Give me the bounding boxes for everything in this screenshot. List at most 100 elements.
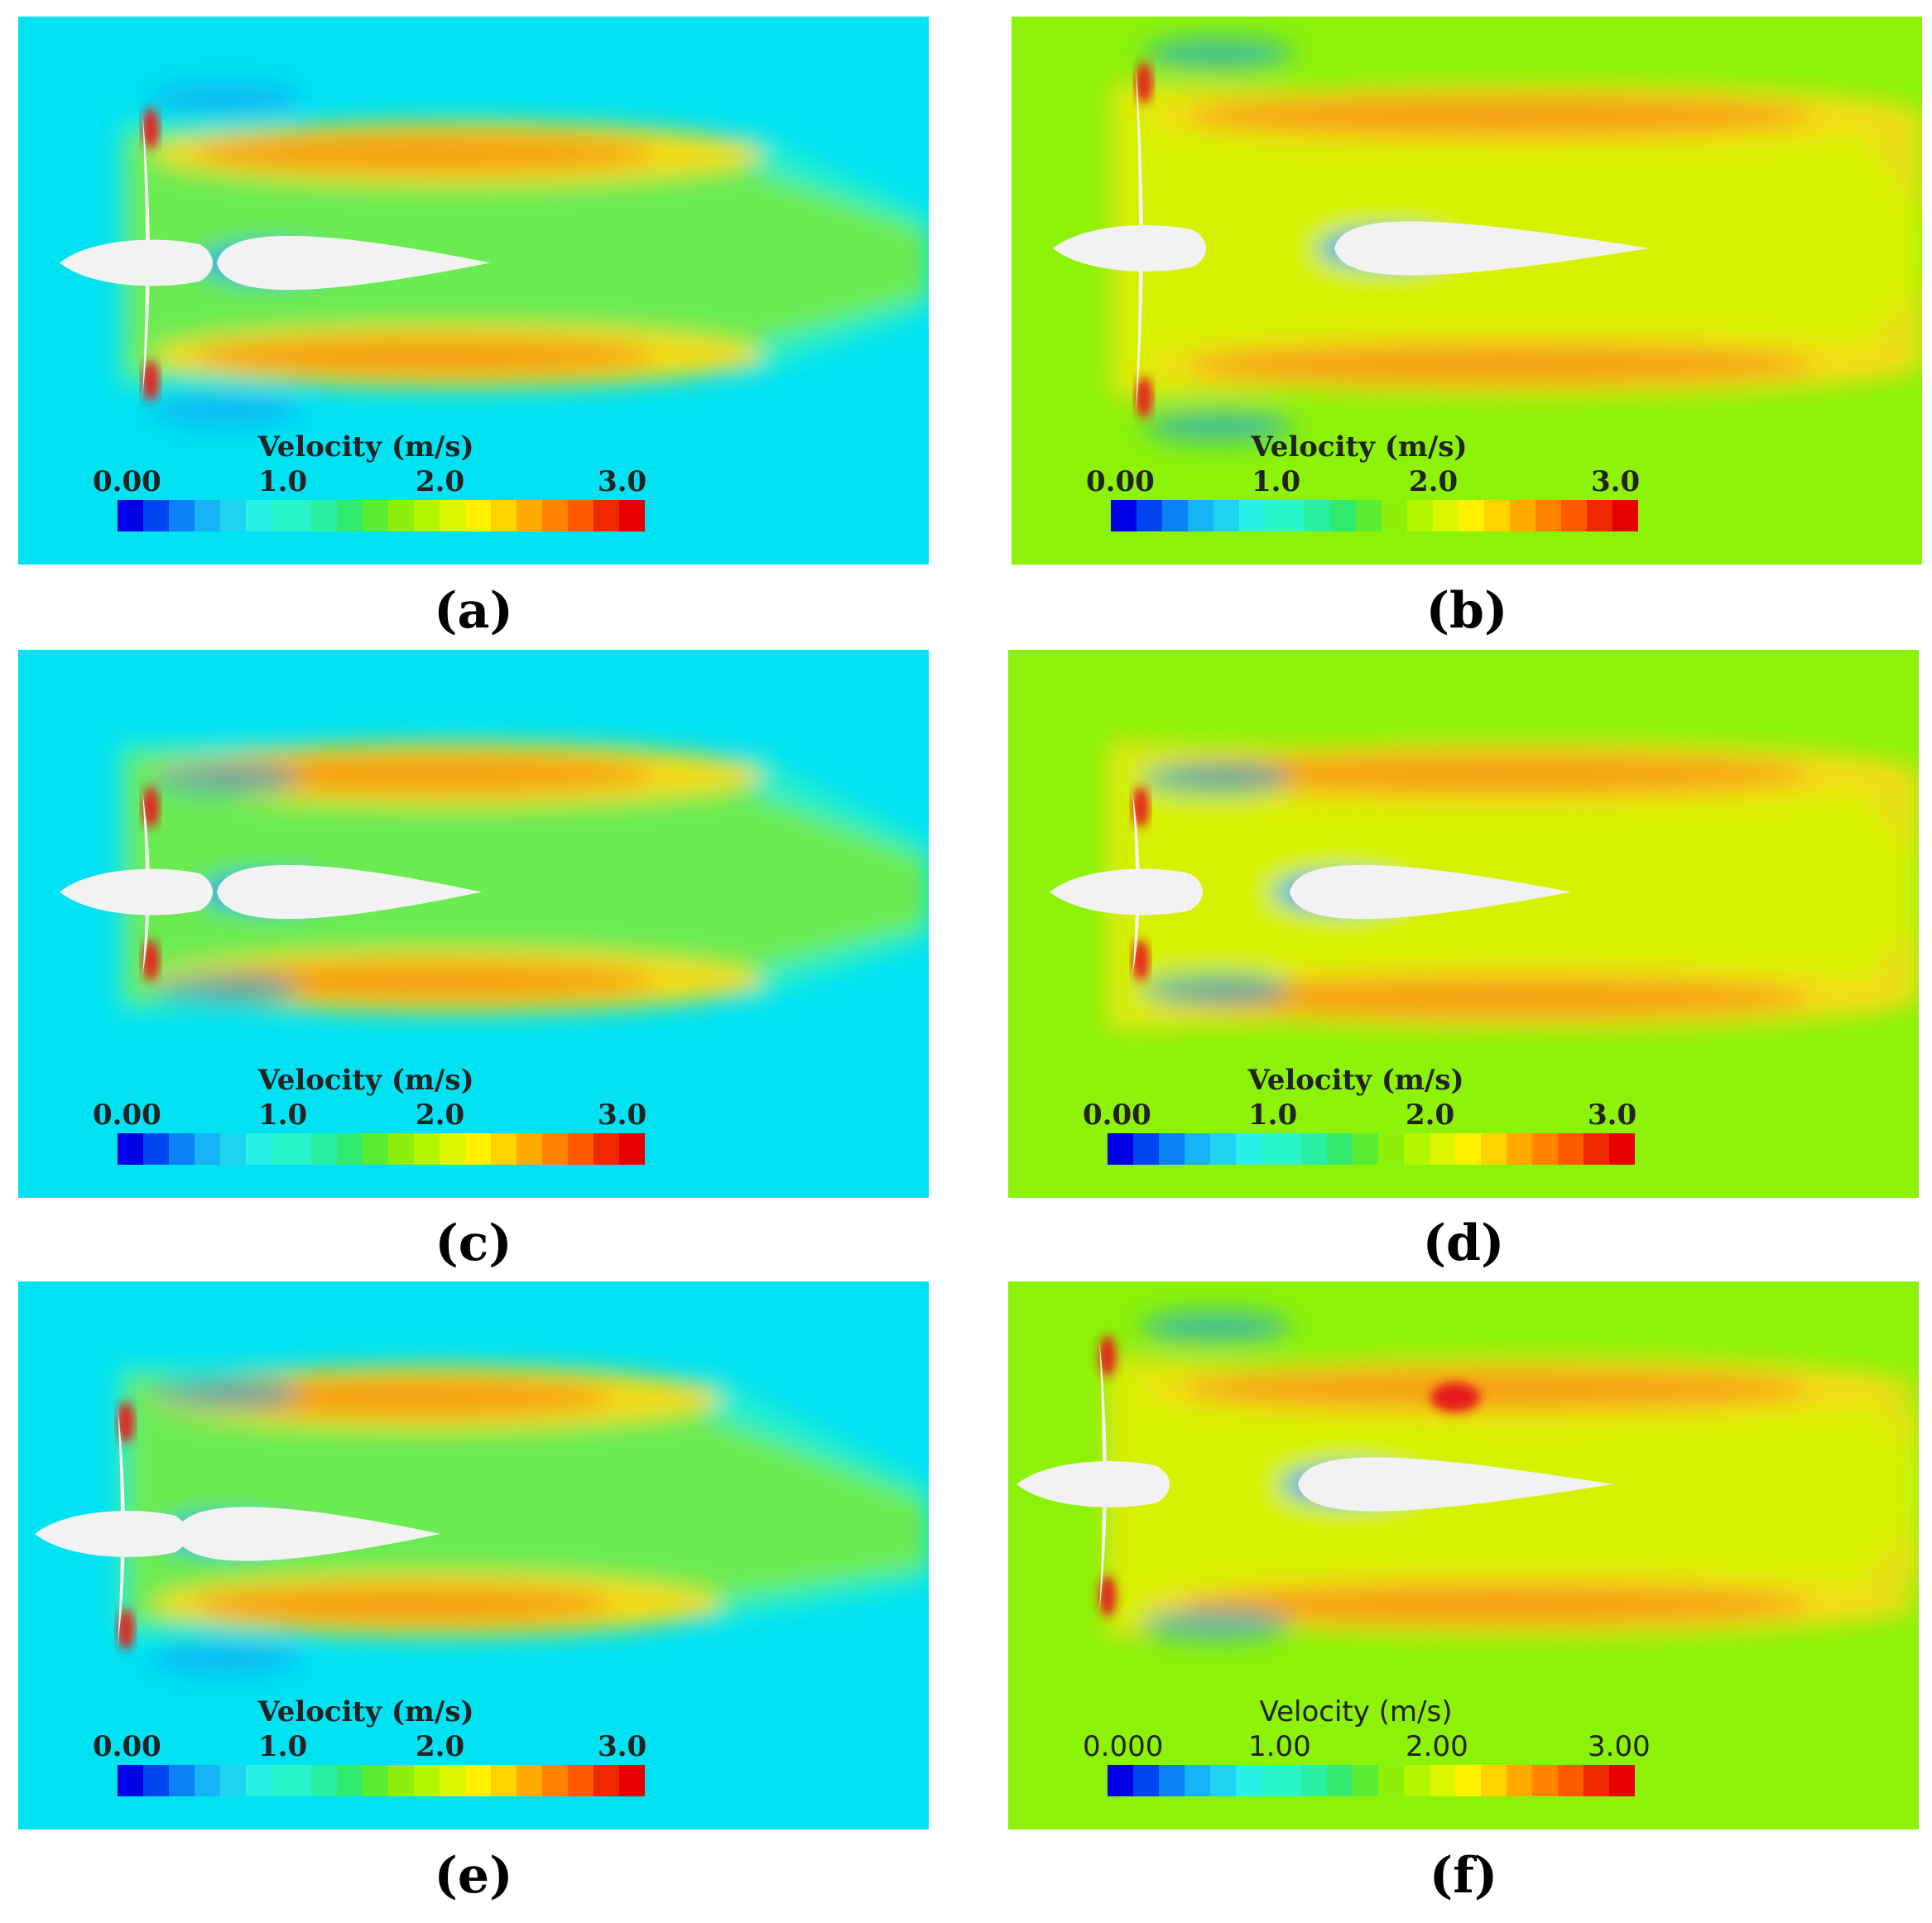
colorbar-swatch	[1484, 500, 1510, 531]
legend-tick-label: 3.0	[598, 1099, 647, 1132]
colorbar-swatch	[246, 1765, 272, 1796]
colorbar-legend: Velocity (m/s) 0.000 1.00 2.00 3.00	[1058, 1695, 1654, 1811]
legend-tick-label: 0.00	[1086, 465, 1155, 498]
colorbar-swatch	[414, 1765, 440, 1796]
colorbar-swatch	[311, 500, 337, 531]
colorbar-swatch	[1558, 1133, 1584, 1165]
colorbar-swatch	[1510, 500, 1536, 531]
colorbar-swatch	[568, 1765, 594, 1796]
legend-tick-label: 3.0	[1591, 465, 1641, 498]
legend-tick-label: 1.0	[258, 1099, 308, 1132]
colorbar-swatch	[1330, 500, 1356, 531]
colorbar-swatch	[1609, 1133, 1635, 1165]
colorbar-swatch	[195, 1765, 220, 1796]
contour-panel-d: Velocity (m/s) 0.00 1.0 2.0 3.0	[1008, 650, 1919, 1198]
colorbar-swatch	[517, 1133, 542, 1165]
colorbar-swatch	[272, 1133, 311, 1165]
colorbar-swatch	[1210, 1133, 1236, 1165]
colorbar-swatch	[594, 500, 619, 531]
colorbar-swatch	[1430, 1133, 1455, 1165]
caption-a: (a)	[434, 582, 513, 640]
legend-tick-label: 0.00	[93, 1730, 161, 1763]
legend-tick-label: 0.000	[1083, 1730, 1164, 1763]
colorbar-swatch	[1507, 1765, 1532, 1796]
colorbar-swatch	[1185, 1765, 1210, 1796]
colorbar-swatch	[1108, 1133, 1133, 1165]
colorbar-swatch	[195, 1133, 220, 1165]
colorbar-swatch	[1137, 500, 1162, 531]
colorbar	[118, 1133, 645, 1165]
legend-tick-label: 1.0	[258, 1730, 308, 1763]
legend-ticks: 0.00 1.0 2.0 3.0	[68, 465, 664, 498]
colorbar-legend: Velocity (m/s) 0.00 1.0 2.0 3.0	[68, 1064, 664, 1180]
colorbar-swatch	[1459, 500, 1484, 531]
colorbar-swatch	[1108, 1765, 1133, 1796]
legend-ticks: 0.000 1.00 2.00 3.00	[1058, 1730, 1654, 1763]
legend-tick-label: 2.0	[416, 465, 465, 498]
colorbar-swatch	[465, 500, 491, 531]
colorbar-swatch	[1404, 1765, 1430, 1796]
colorbar-swatch	[337, 1765, 363, 1796]
contour-panel-f: Velocity (m/s) 0.000 1.00 2.00 3.00	[1008, 1281, 1919, 1829]
colorbar-swatch	[246, 1133, 272, 1165]
colorbar-swatch	[272, 1765, 311, 1796]
colorbar-swatch	[1301, 1765, 1327, 1796]
colorbar-swatch	[1214, 500, 1239, 531]
legend-tick-label: 2.0	[1406, 1099, 1455, 1132]
legend-tick-label: 3.00	[1588, 1730, 1651, 1763]
colorbar-swatch	[169, 500, 195, 531]
legend-title: Velocity (m/s)	[257, 1695, 474, 1728]
colorbar-swatch	[1111, 500, 1137, 531]
caption-c: (c)	[435, 1214, 512, 1272]
legend-tick-label: 3.0	[598, 465, 647, 498]
colorbar-swatch	[568, 500, 594, 531]
legend-tick-label: 2.0	[416, 1099, 465, 1132]
colorbar-swatch	[1236, 1133, 1262, 1165]
colorbar-swatch	[1133, 1765, 1159, 1796]
colorbar-swatch	[594, 1765, 619, 1796]
colorbar-swatch	[1430, 1765, 1455, 1796]
legend-tick-label: 0.00	[93, 1099, 161, 1132]
contour-panel-b: Velocity (m/s) 0.00 1.0 2.0 3.0	[1012, 17, 1922, 565]
colorbar-swatch	[1188, 500, 1214, 531]
colorbar-swatch	[1236, 1765, 1262, 1796]
velocity-contour-field	[18, 17, 929, 565]
colorbar-swatch	[594, 1133, 619, 1165]
colorbar-swatch	[1265, 500, 1305, 531]
caption-e: (e)	[434, 1847, 513, 1905]
legend-tick-label: 1.0	[1252, 465, 1301, 498]
velocity-contour-field	[18, 1281, 929, 1829]
colorbar-swatch	[272, 500, 311, 531]
contour-panel-c: Velocity (m/s) 0.00 1.0 2.0 3.0	[18, 650, 929, 1198]
colorbar-swatch	[169, 1765, 195, 1796]
colorbar-swatch	[1455, 1133, 1481, 1165]
colorbar-swatch	[1584, 1765, 1609, 1796]
caption-f: (f)	[1429, 1847, 1498, 1905]
legend-tick-label: 2.0	[1409, 465, 1459, 498]
legend-ticks: 0.00 1.0 2.0 3.0	[68, 1730, 664, 1763]
colorbar-swatch	[1558, 1765, 1584, 1796]
contour-panel-a: Velocity (m/s) 0.00 1.0 2.0 3.0	[18, 17, 929, 565]
colorbar-swatch	[1455, 1765, 1481, 1796]
colorbar-swatch	[1162, 500, 1188, 531]
colorbar-swatch	[363, 1765, 388, 1796]
colorbar-swatch	[1262, 1133, 1301, 1165]
colorbar-swatch	[1356, 500, 1382, 531]
colorbar-swatch	[1239, 500, 1265, 531]
colorbar-swatch	[1404, 1133, 1430, 1165]
colorbar-swatch	[1587, 500, 1612, 531]
colorbar-swatch	[1382, 500, 1407, 531]
colorbar-swatch	[337, 1133, 363, 1165]
colorbar-swatch	[542, 1765, 568, 1796]
colorbar-swatch	[1507, 1133, 1532, 1165]
contour-panel-e: Velocity (m/s) 0.00 1.0 2.0 3.0	[18, 1281, 929, 1829]
legend-tick-label: 1.00	[1248, 1730, 1311, 1763]
colorbar-swatch	[619, 1133, 645, 1165]
colorbar-swatch	[440, 500, 465, 531]
colorbar-swatch	[118, 1133, 143, 1165]
colorbar-swatch	[1378, 1765, 1404, 1796]
colorbar-swatch	[220, 500, 246, 531]
colorbar-swatch	[542, 1133, 568, 1165]
colorbar-swatch	[169, 1133, 195, 1165]
colorbar	[118, 1765, 645, 1796]
